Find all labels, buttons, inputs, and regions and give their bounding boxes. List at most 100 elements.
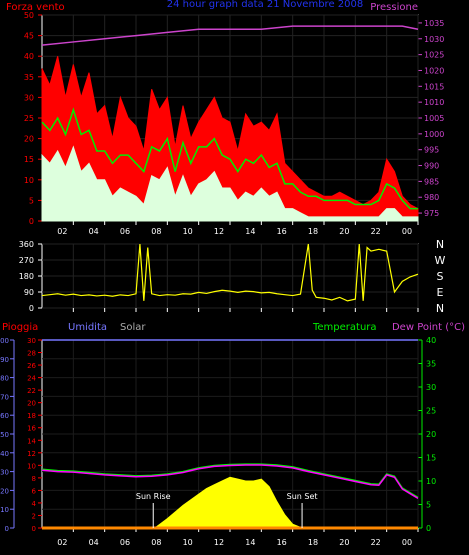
humidity-tick-label: 100 xyxy=(0,337,9,345)
pressure-label: Pressione xyxy=(370,2,418,13)
compass-label: S xyxy=(437,270,444,283)
humidity-tick-label: 10 xyxy=(0,506,9,514)
pressure-tick-label: 990 xyxy=(424,162,439,171)
humidity-tick-label: 0 xyxy=(5,525,9,533)
rain-tick-label: 16 xyxy=(27,425,36,433)
wind-speed-label: Forza vento xyxy=(6,2,65,13)
temperature-label: Temperatura xyxy=(312,322,377,333)
rain-tick-label: 30 xyxy=(27,337,36,345)
time-tick-label: 08 xyxy=(151,538,161,547)
rain-tick-label: 8 xyxy=(32,475,36,483)
humidity-label: Umidita xyxy=(68,322,107,333)
time-tick-label: 02 xyxy=(57,227,67,236)
temperature-tick-label: 40 xyxy=(426,336,436,345)
temperature-tick-label: 30 xyxy=(426,383,436,392)
pressure-tick-label: 1035 xyxy=(424,19,444,28)
time-tick-label: 00 xyxy=(402,538,412,547)
direction-tick-label: 180 xyxy=(19,272,34,281)
humidity-tick-label: 90 xyxy=(0,356,9,364)
rain-tick-label: 0 xyxy=(32,525,36,533)
temperature-tick-label: 25 xyxy=(426,407,436,416)
pressure-tick-label: 995 xyxy=(424,146,439,155)
temperature-tick-label: 0 xyxy=(426,524,431,533)
wind-speed-tick-label: 20 xyxy=(24,135,34,144)
humidity-tick-label: 80 xyxy=(0,375,9,383)
humidity-tick-label: 50 xyxy=(0,431,9,439)
time-tick-label: 12 xyxy=(214,227,224,236)
time-tick-label: 22 xyxy=(371,227,381,236)
wind-speed-tick-label: 30 xyxy=(24,93,34,102)
time-tick-label: 06 xyxy=(120,227,130,236)
pressure-tick-label: 1020 xyxy=(424,66,444,75)
series-forza-vento xyxy=(41,56,419,222)
series-pressione xyxy=(41,25,419,46)
rain-tick-label: 10 xyxy=(27,462,36,470)
series-solar xyxy=(153,476,303,529)
time-tick-label: 14 xyxy=(245,538,255,547)
compass-label: N xyxy=(436,238,444,251)
time-tick-label: 02 xyxy=(57,538,67,547)
panel1-title: 24 hour graph data 21 Novembre 2008 xyxy=(167,0,363,10)
humidity-tick-label: 30 xyxy=(0,469,9,477)
wind-speed-tick-label: 50 xyxy=(24,11,34,20)
solar-label: Solar xyxy=(120,322,146,333)
pressure-tick-label: 1005 xyxy=(424,114,444,123)
humidity-tick-label: 40 xyxy=(0,450,9,458)
temperature-tick-label: 20 xyxy=(426,430,436,439)
pressure-tick-label: 980 xyxy=(424,193,439,202)
series-media xyxy=(41,107,418,210)
dew-point-label: Dew Point (°C) xyxy=(392,322,465,333)
rain-tick-label: 4 xyxy=(32,500,37,508)
time-tick-label: 18 xyxy=(308,538,318,547)
temperature-tick-label: 10 xyxy=(426,477,436,486)
humidity-tick-label: 70 xyxy=(0,393,9,401)
pressure-tick-label: 1025 xyxy=(424,51,444,60)
rain-tick-label: 26 xyxy=(27,362,36,370)
series-dew-point xyxy=(41,464,419,500)
wind-speed-tick-label: 5 xyxy=(29,196,34,205)
compass-label: W xyxy=(435,254,446,267)
rain-tick-label: 12 xyxy=(27,450,36,458)
rain-label: Pioggia xyxy=(2,322,38,333)
wind-speed-tick-label: 10 xyxy=(24,176,34,185)
time-tick-label: 10 xyxy=(183,538,193,547)
time-tick-label: 12 xyxy=(214,538,224,547)
pressure-tick-label: 985 xyxy=(424,177,439,186)
rain-tick-label: 14 xyxy=(27,437,36,445)
rain-tick-label: 18 xyxy=(27,412,36,420)
time-tick-label: 06 xyxy=(120,538,130,547)
wind-speed-tick-label: 25 xyxy=(24,114,34,123)
time-tick-label: 04 xyxy=(89,227,99,236)
wind-speed-tick-label: 35 xyxy=(24,73,34,82)
pressure-tick-label: 1010 xyxy=(424,98,444,107)
series-direction xyxy=(41,243,419,302)
series-minimo xyxy=(41,145,419,222)
pressure-tick-label: 1030 xyxy=(424,35,444,44)
direction-tick-label: 270 xyxy=(19,256,34,265)
time-tick-label: 08 xyxy=(151,227,161,236)
direction-tick-label: 90 xyxy=(24,288,34,297)
rain-tick-label: 6 xyxy=(32,487,37,495)
time-tick-label: 18 xyxy=(308,227,318,236)
wind-speed-tick-label: 45 xyxy=(24,32,34,41)
rain-tick-label: 22 xyxy=(27,387,36,395)
temp-humidity-panel: 0102030405060708090100024681012141618202… xyxy=(0,336,436,547)
sun-annotation-label: Sun Set xyxy=(287,492,318,501)
time-tick-label: 20 xyxy=(339,538,349,547)
wind-speed-tick-label: 40 xyxy=(24,52,34,61)
temperature-tick-label: 15 xyxy=(426,454,436,463)
direction-tick-label: 360 xyxy=(19,240,34,249)
time-tick-label: 04 xyxy=(89,538,99,547)
rain-tick-label: 24 xyxy=(27,375,36,383)
wind-speed-panel: 0510152025303540455097598098599099510001… xyxy=(24,11,445,236)
rain-tick-label: 20 xyxy=(27,400,36,408)
wind-speed-tick-label: 15 xyxy=(24,155,34,164)
compass-label: N xyxy=(436,302,444,315)
direction-tick-label: 0 xyxy=(29,304,34,313)
compass-label: E xyxy=(437,286,444,299)
pressure-tick-label: 1015 xyxy=(424,82,444,91)
temperature-tick-label: 35 xyxy=(426,360,436,369)
temperature-tick-label: 5 xyxy=(426,501,431,510)
